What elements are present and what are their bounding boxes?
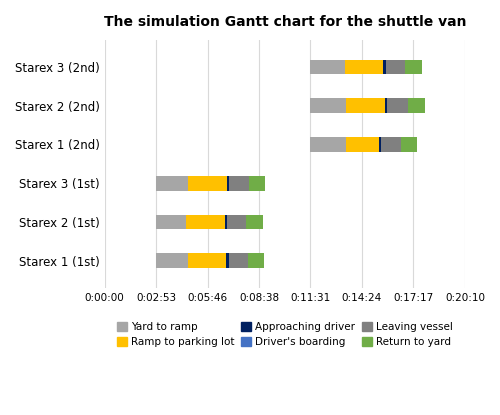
Bar [156, 215, 186, 229]
Bar [227, 176, 230, 190]
Bar [310, 98, 346, 113]
Bar [188, 253, 226, 268]
Bar [408, 98, 424, 113]
Bar [230, 176, 249, 190]
Bar [156, 253, 188, 268]
Bar [386, 60, 405, 74]
Bar [400, 137, 417, 152]
Bar [227, 215, 246, 229]
Bar [310, 60, 344, 74]
Bar [310, 137, 346, 152]
Bar [346, 98, 385, 113]
Bar [344, 60, 384, 74]
Bar [388, 98, 408, 113]
Bar [248, 253, 264, 268]
Bar [405, 60, 421, 74]
Bar [226, 253, 228, 268]
Bar [249, 176, 265, 190]
Bar [382, 137, 400, 152]
Title: The simulation Gantt chart for the shuttle van: The simulation Gantt chart for the shutt… [104, 15, 466, 29]
Bar [188, 176, 227, 190]
Bar [156, 176, 188, 190]
Legend: Yard to ramp, Ramp to parking lot, Approaching driver, Driver's boarding, Leavin: Yard to ramp, Ramp to parking lot, Appro… [112, 318, 458, 352]
Bar [346, 137, 379, 152]
Bar [379, 137, 382, 152]
Bar [186, 215, 224, 229]
Bar [384, 60, 386, 74]
Bar [224, 215, 227, 229]
Bar [228, 253, 248, 268]
Bar [385, 98, 388, 113]
Bar [246, 215, 263, 229]
